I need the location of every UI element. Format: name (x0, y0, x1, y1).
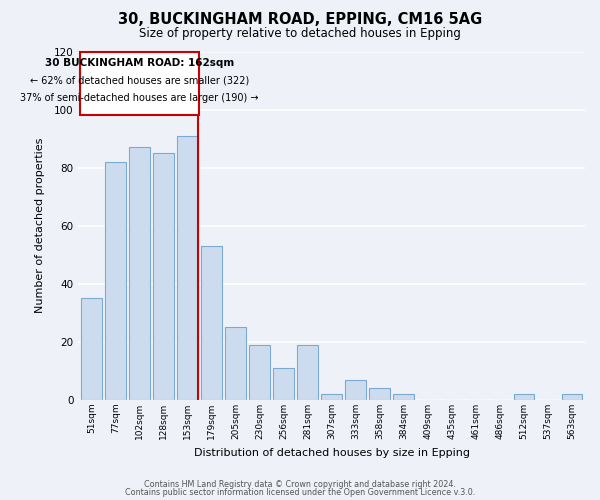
Bar (154, 153, 174, 400)
Bar (562, 394, 582, 400)
Bar (298, 345, 318, 400)
Bar (346, 380, 366, 400)
Bar (250, 345, 270, 400)
Bar (106, 162, 126, 400)
Text: 30 BUCKINGHAM ROAD: 162sqm: 30 BUCKINGHAM ROAD: 162sqm (44, 58, 234, 68)
Bar (202, 246, 222, 400)
Text: ← 62% of detached houses are smaller (322): ← 62% of detached houses are smaller (32… (29, 76, 249, 86)
Bar (514, 394, 534, 400)
Bar (130, 148, 150, 400)
Bar (394, 394, 414, 400)
Text: 30, BUCKINGHAM ROAD, EPPING, CM16 5AG: 30, BUCKINGHAM ROAD, EPPING, CM16 5AG (118, 12, 482, 28)
Text: Contains HM Land Registry data © Crown copyright and database right 2024.: Contains HM Land Registry data © Crown c… (144, 480, 456, 489)
FancyBboxPatch shape (80, 52, 199, 116)
Bar (178, 136, 198, 400)
X-axis label: Distribution of detached houses by size in Epping: Distribution of detached houses by size … (194, 448, 470, 458)
Text: 37% of semi-detached houses are larger (190) →: 37% of semi-detached houses are larger (… (20, 93, 259, 103)
Bar (274, 368, 294, 400)
Bar (82, 298, 102, 400)
Y-axis label: Number of detached properties: Number of detached properties (35, 138, 46, 314)
Text: Size of property relative to detached houses in Epping: Size of property relative to detached ho… (139, 28, 461, 40)
Text: Contains public sector information licensed under the Open Government Licence v.: Contains public sector information licen… (125, 488, 475, 497)
Bar (370, 388, 390, 400)
Bar (226, 328, 246, 400)
Bar (322, 394, 342, 400)
